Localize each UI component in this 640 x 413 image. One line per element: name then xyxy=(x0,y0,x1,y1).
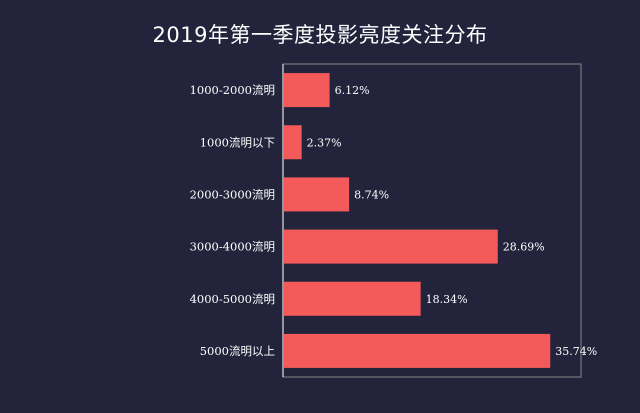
category-label-1: 1000-2000流明 xyxy=(190,83,275,97)
category-label-2: 1000流明以下 xyxy=(200,135,275,149)
bar-2 xyxy=(284,125,302,160)
bar-1 xyxy=(284,73,330,108)
category-label-6: 5000流明以上 xyxy=(200,344,275,358)
category-labels-group: 1000-2000流明 1000流明以下 2000-3000流明 3000-4000流… xyxy=(190,83,275,358)
bars-group xyxy=(284,73,551,368)
value-label-1: 6.12% xyxy=(335,84,370,97)
bar-6 xyxy=(284,333,551,368)
value-labels-group: 6.12% 2.37% 8.74% 28.69% 18.34% 35.74% xyxy=(307,84,598,358)
bar-4 xyxy=(284,229,498,264)
value-label-2: 2.37% xyxy=(307,136,342,149)
value-label-3: 8.74% xyxy=(354,188,389,201)
value-label-6: 35.74% xyxy=(555,345,597,358)
category-label-3: 2000-3000流明 xyxy=(190,187,275,201)
plot-frame xyxy=(282,63,582,378)
value-label-4: 28.69% xyxy=(503,241,545,254)
category-label-5: 4000-5000流明 xyxy=(190,292,275,306)
chart-title: 2019年第一季度投影亮度关注分布 xyxy=(152,23,488,47)
value-label-5: 18.34% xyxy=(426,293,468,306)
bar-3 xyxy=(284,177,350,212)
bar-5 xyxy=(284,281,421,316)
category-label-4: 3000-4000流明 xyxy=(190,240,275,254)
